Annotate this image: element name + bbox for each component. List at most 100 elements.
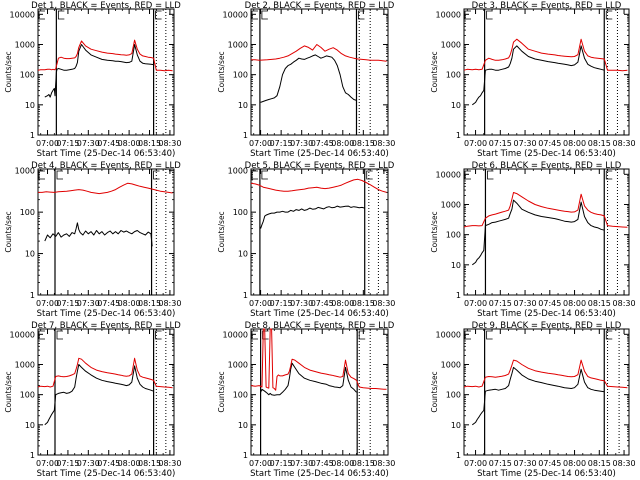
x-tick-label: 08:00 <box>563 139 586 148</box>
interval-flag <box>358 10 365 20</box>
interval-flag <box>487 170 494 180</box>
y-tick-label: 100 <box>446 231 461 240</box>
series-lld-line <box>37 39 173 72</box>
y-tick-label: 100 <box>20 391 35 400</box>
interval-flag <box>464 170 471 180</box>
y-tick-label: 1 <box>30 131 35 140</box>
series-events-line <box>472 199 605 266</box>
y-tick-label: 100 <box>233 391 248 400</box>
y-axis-label: Counts/sec <box>4 211 13 252</box>
x-axis-label: Start Time (25-Dec-14 06:53:40) <box>37 469 176 479</box>
series-lld-line <box>250 328 387 391</box>
x-tick-label: 08:30 <box>372 299 395 308</box>
interval-flag <box>605 330 613 340</box>
x-axis-label: Start Time (25-Dec-14 06:53:40) <box>477 149 616 159</box>
x-tick-label: 08:30 <box>613 299 636 308</box>
series-lld-line <box>37 357 173 389</box>
panel-det-9: 1 10 100 1000 10000 07:00 07:15 07:30 07:45 08:00… <box>430 321 636 479</box>
panel-title: Det 2, BLACK = Events, RED = LLD <box>245 1 395 11</box>
x-axis-label: Start Time (25-Dec-14 06:53:40) <box>250 149 389 159</box>
x-tick-label: 07:00 <box>464 459 487 468</box>
x-tick-label: 08:00 <box>563 459 586 468</box>
x-axis-label: Start Time (25-Dec-14 06:53:40) <box>37 149 176 159</box>
y-tick-label: 10 <box>25 421 35 430</box>
panel-det-6: 1 10 100 1000 10000 07:00 07:15 07:30 07:45 08:00… <box>430 161 636 319</box>
x-tick-label: 08:15 <box>138 139 161 148</box>
interval-flag <box>38 330 45 340</box>
series-events-line <box>260 54 357 103</box>
x-tick-label: 07:15 <box>489 459 512 468</box>
y-tick-label: 1000 <box>228 360 248 369</box>
interval-flag <box>38 170 45 180</box>
series-lld-line <box>250 178 387 193</box>
y-tick-label: 10000 <box>436 330 461 339</box>
panel-det-7: 1 10 100 1000 10000 07:0007:1507:3007:4508:00… <box>4 321 181 479</box>
interval-flag <box>486 10 493 20</box>
y-tick-label: 1000 <box>441 40 461 49</box>
panel-det-2: 1 10 100 1000 10000 07:0007:1507:3007:4508:00… <box>217 1 395 159</box>
plot-frame <box>463 328 630 456</box>
y-tick-label: 10 <box>25 101 35 110</box>
panel-det-5: 1 10 100 1000 07:0007:1507:3007:4508:0008:15… <box>217 161 395 319</box>
series-lld-line <box>463 192 628 228</box>
x-tick-label: 07:45 <box>538 139 561 148</box>
series-events-line <box>44 44 154 98</box>
x-tick-label: 07:15 <box>270 139 293 148</box>
y-tick-label: 100 <box>233 208 248 217</box>
interval-flag <box>251 330 258 340</box>
x-tick-label: 08:30 <box>613 139 636 148</box>
series-events-line <box>260 205 365 229</box>
x-tick-label: 08:15 <box>352 459 375 468</box>
x-tick-label: 07:15 <box>270 459 293 468</box>
interval-flag <box>358 330 366 340</box>
x-tick-label: 08:00 <box>118 459 141 468</box>
x-tick-label: 08:15 <box>352 139 375 148</box>
x-tick-label: 08:30 <box>613 459 636 468</box>
plot-frame <box>463 8 630 136</box>
panel-det-3: 1 10 100 1000 10000 07:00 07:15 07:30 07:45 08:00… <box>430 1 636 159</box>
y-axis-label: Counts/sec <box>430 211 439 252</box>
x-tick-label: 07:15 <box>56 299 79 308</box>
y-tick-label: 1 <box>30 451 35 460</box>
x-tick-label: 07:45 <box>97 299 120 308</box>
x-tick-label: 07:30 <box>290 459 313 468</box>
series-lld-line <box>38 182 173 195</box>
x-tick-label: 08:00 <box>118 299 141 308</box>
x-tick-label: 08:00 <box>331 459 354 468</box>
y-axis-label: Counts/sec <box>217 51 226 92</box>
y-tick-label: 1000 <box>15 360 35 369</box>
y-tick-label: 10 <box>238 250 248 259</box>
x-tick-label: 07:15 <box>489 139 512 148</box>
x-tick-label: 07:15 <box>270 299 293 308</box>
x-tick-label: 07:15 <box>489 299 512 308</box>
y-tick-label: 10000 <box>10 10 35 19</box>
x-tick-label: 08:00 <box>331 299 354 308</box>
x-tick-label: 08:15 <box>588 459 611 468</box>
plot-frame <box>463 168 630 296</box>
y-tick-label: 10000 <box>223 10 248 19</box>
interval-flag <box>155 330 162 340</box>
plot-frame <box>250 8 389 136</box>
x-tick-label: 08:00 <box>118 139 141 148</box>
y-tick-label: 100 <box>446 71 461 80</box>
panel-title: Det 5, BLACK = Events, RED = LLD <box>245 161 395 171</box>
x-tick-label: 07:00 <box>464 139 487 148</box>
y-tick-label: 10 <box>238 421 248 430</box>
x-axis-label: Start Time (25-Dec-14 06:53:40) <box>37 309 176 319</box>
y-axis-label: Counts/sec <box>217 371 226 412</box>
y-tick-label: 1 <box>243 131 248 140</box>
interval-flag <box>251 170 258 180</box>
x-axis-label: Start Time (25-Dec-14 06:53:40) <box>250 469 389 479</box>
interval-flag <box>605 170 613 180</box>
y-tick-label: 1 <box>243 291 248 300</box>
y-tick-label: 1000 <box>228 167 248 176</box>
interval-flag <box>261 10 268 20</box>
panel-title: Det 1, BLACK = Events, RED = LLD <box>31 1 181 11</box>
x-tick-label: 08:30 <box>372 139 395 148</box>
x-tick-label: 07:45 <box>311 459 334 468</box>
y-tick-label: 10000 <box>223 330 248 339</box>
y-tick-label: 10000 <box>436 10 461 19</box>
interval-flag <box>155 10 162 20</box>
interval-flag <box>56 170 63 180</box>
